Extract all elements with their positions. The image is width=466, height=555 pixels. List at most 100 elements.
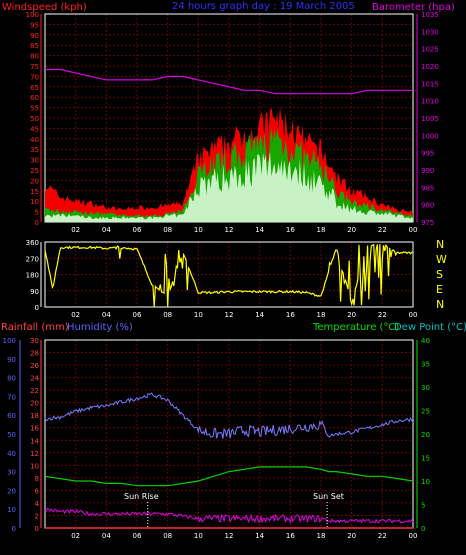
climate-y-tick-label: 26	[30, 362, 39, 370]
climate-y-tick-label: 24	[30, 375, 39, 383]
wind-y-tick-label: 70	[30, 73, 39, 81]
wind-y2-tick-label: 995	[421, 150, 434, 158]
wind-y-tick-label: 100	[26, 11, 39, 19]
climate-y2-tick-label: 15	[421, 455, 430, 463]
wind-y2-tick-label: 990	[421, 167, 434, 175]
humidity-y-tick-label: 10	[7, 506, 16, 514]
direction-x-tick-label: 02	[71, 311, 80, 319]
wind-y2-tick-label: 1025	[421, 46, 439, 54]
climate-y2-tick-label: 35	[421, 361, 430, 369]
climate-y-tick-label: 14	[30, 437, 39, 445]
wind-y-tick-label: 90	[30, 32, 39, 40]
direction-x-tick-label: 12	[225, 311, 234, 319]
wind-y-tick-label: 30	[30, 157, 39, 165]
wind-y-tick-label: 75	[30, 63, 39, 71]
wind-x-tick-label: 20	[347, 226, 356, 234]
climate-y2-tick-label: 20	[421, 431, 430, 439]
direction-x-tick-label: 06	[133, 311, 142, 319]
wind-barometer-panel: 0510152025303540455055606570758085909510…	[26, 11, 439, 227]
wind-y-tick-label: 5	[35, 209, 39, 217]
climate-x-tick-label: 08	[163, 532, 172, 540]
climate-y-tick-label: 8	[35, 475, 39, 483]
climate-y-tick-label: 4	[35, 500, 40, 508]
wind-x-tick-label: 00	[409, 226, 418, 234]
wind-x-tick-label: 10	[194, 226, 203, 234]
climate-x-tick-label: 12	[225, 532, 234, 540]
humidity-y-tick-label: 70	[7, 393, 16, 401]
climate-x-tick-label: 20	[347, 532, 356, 540]
climate-y-tick-label: 6	[35, 487, 40, 495]
wind-x-tick-label: 18	[317, 226, 326, 234]
wind-y2-tick-label: 1030	[421, 28, 439, 36]
wind-y-tick-label: 0	[35, 219, 39, 227]
dewpoint-line	[44, 507, 414, 525]
climate-x-tick-label: 22	[378, 532, 387, 540]
wind-y2-tick-label: 1020	[421, 63, 439, 71]
wind-y2-tick-label: 975	[421, 219, 434, 227]
wind-y2-tick-label: 1015	[421, 80, 439, 88]
sun-set-label: Sun Set	[313, 492, 344, 501]
direction-y-tick-label: 90	[30, 288, 39, 296]
humidity-y-tick-label: 20	[7, 487, 16, 495]
direction-x-tick-label: 14	[255, 311, 264, 319]
humidity-temperature-panel: 0246810121416182022242628300510152025303…	[3, 337, 430, 533]
humidity-y-tick-label: 50	[7, 431, 16, 439]
wind-x-tick-label: 16	[286, 226, 295, 234]
direction-y-tick-label: 0	[35, 304, 39, 312]
barometer-axis-title: Barometer (hpa)	[372, 2, 455, 13]
climate-y-tick-label: 2	[35, 512, 39, 520]
climate-y-tick-label: 0	[35, 525, 39, 533]
wind-x-tick-label: 12	[225, 226, 234, 234]
climate-y-tick-label: 10	[30, 462, 39, 470]
wind-y-tick-label: 65	[30, 84, 39, 92]
direction-x-tick-label: 16	[286, 311, 295, 319]
chart-title: 24 hours graph day : 19 March 2005	[172, 1, 355, 12]
humidity-y-tick-label: 80	[7, 375, 16, 383]
barometer-line	[45, 68, 413, 95]
wind-y-tick-label: 55	[30, 105, 39, 113]
wind-y2-tick-label: 1005	[421, 115, 439, 123]
direction-x-tick-label: 10	[194, 311, 203, 319]
climate-y-tick-label: 18	[30, 412, 39, 420]
wind-y-tick-label: 25	[30, 167, 39, 175]
direction-y-tick-label: 180	[26, 272, 39, 280]
dewpoint-axis-title: Dew Point (°C)	[394, 322, 466, 333]
wind-y-tick-label: 60	[30, 94, 39, 102]
humidity-line	[44, 392, 414, 439]
humidity-axis-title: Humidity (%)	[67, 322, 133, 333]
climate-y2-tick-label: 0	[421, 525, 425, 533]
wind-y2-tick-label: 980	[421, 202, 434, 210]
wind-y-tick-label: 50	[30, 115, 39, 123]
climate-x-tick-label: 14	[255, 532, 264, 540]
climate-y2-tick-label: 40	[421, 337, 430, 345]
wind-y-tick-label: 95	[30, 21, 39, 29]
sun-rise-label: Sun Rise	[124, 492, 159, 501]
wind-y-tick-label: 15	[30, 188, 39, 196]
direction-x-tick-label: 18	[317, 311, 326, 319]
wind-y-tick-label: 80	[30, 53, 39, 61]
humidity-y-tick-label: 0	[12, 525, 16, 533]
compass-s: S	[436, 268, 443, 281]
wind-y-tick-label: 20	[30, 177, 39, 185]
temperature-line	[44, 466, 414, 487]
climate-x-tick-label: 06	[133, 532, 142, 540]
wind-y-tick-label: 45	[30, 125, 39, 133]
humidity-y-tick-label: 30	[7, 469, 16, 477]
climate-x-tick-label: 02	[71, 532, 80, 540]
climate-x-tick-label: 10	[194, 532, 203, 540]
climate-y2-tick-label: 5	[421, 502, 425, 510]
wind-x-tick-label: 02	[71, 226, 80, 234]
time-axes: 02 04 06 08 10 12 14 16 18 20 22 00 02 04 06 08 10 12 14 16…	[71, 226, 417, 540]
humidity-y-tick-label: 90	[7, 356, 16, 364]
climate-x-tick-label: 04	[102, 532, 111, 540]
compass-e: E	[436, 283, 443, 296]
wind-direction-trace	[44, 243, 414, 308]
climate-y-tick-label: 30	[30, 337, 39, 345]
direction-x-tick-label: 00	[409, 311, 418, 319]
windspeed-axis-title: Windspeed (kph)	[2, 2, 87, 13]
direction-x-tick-label: 20	[347, 311, 356, 319]
humidity-y-tick-label: 60	[7, 412, 16, 420]
humidity-y-tick-label: 40	[7, 450, 16, 458]
climate-y-tick-label: 20	[30, 400, 39, 408]
